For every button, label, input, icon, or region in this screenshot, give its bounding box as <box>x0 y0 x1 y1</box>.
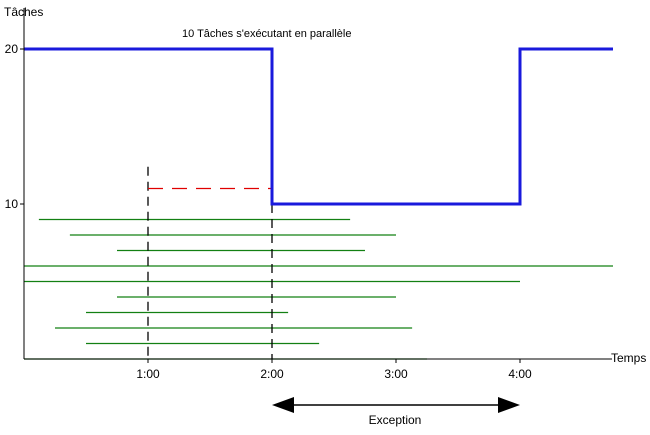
exception-label: Exception <box>369 413 422 427</box>
ticks: 1:00 2:00 3:00 4:00 10 20 <box>5 42 532 381</box>
axes <box>23 8 612 360</box>
x-axis-label: Temps <box>611 351 646 365</box>
x-tick-label-1: 1:00 <box>136 367 160 381</box>
y-tick-label-1: 10 <box>5 197 19 211</box>
task-segments <box>24 218 613 360</box>
vertical-markers <box>147 166 273 359</box>
y-axis-label: Tâches <box>4 5 43 19</box>
exception-arrowhead-left <box>272 397 294 413</box>
capacity-layer <box>24 47 613 206</box>
x-tick-label-2: 2:00 <box>260 367 284 381</box>
capacity-line <box>24 47 613 206</box>
exception-annotation <box>272 397 520 413</box>
x-tick-label-4: 4:00 <box>508 367 532 381</box>
chart-title: 10 Tâches s'exécutant en parallèle <box>182 28 351 40</box>
y-tick-label-2: 20 <box>5 42 19 56</box>
x-tick-label-3: 3:00 <box>384 367 408 381</box>
exception-arrowhead-right <box>498 397 520 413</box>
